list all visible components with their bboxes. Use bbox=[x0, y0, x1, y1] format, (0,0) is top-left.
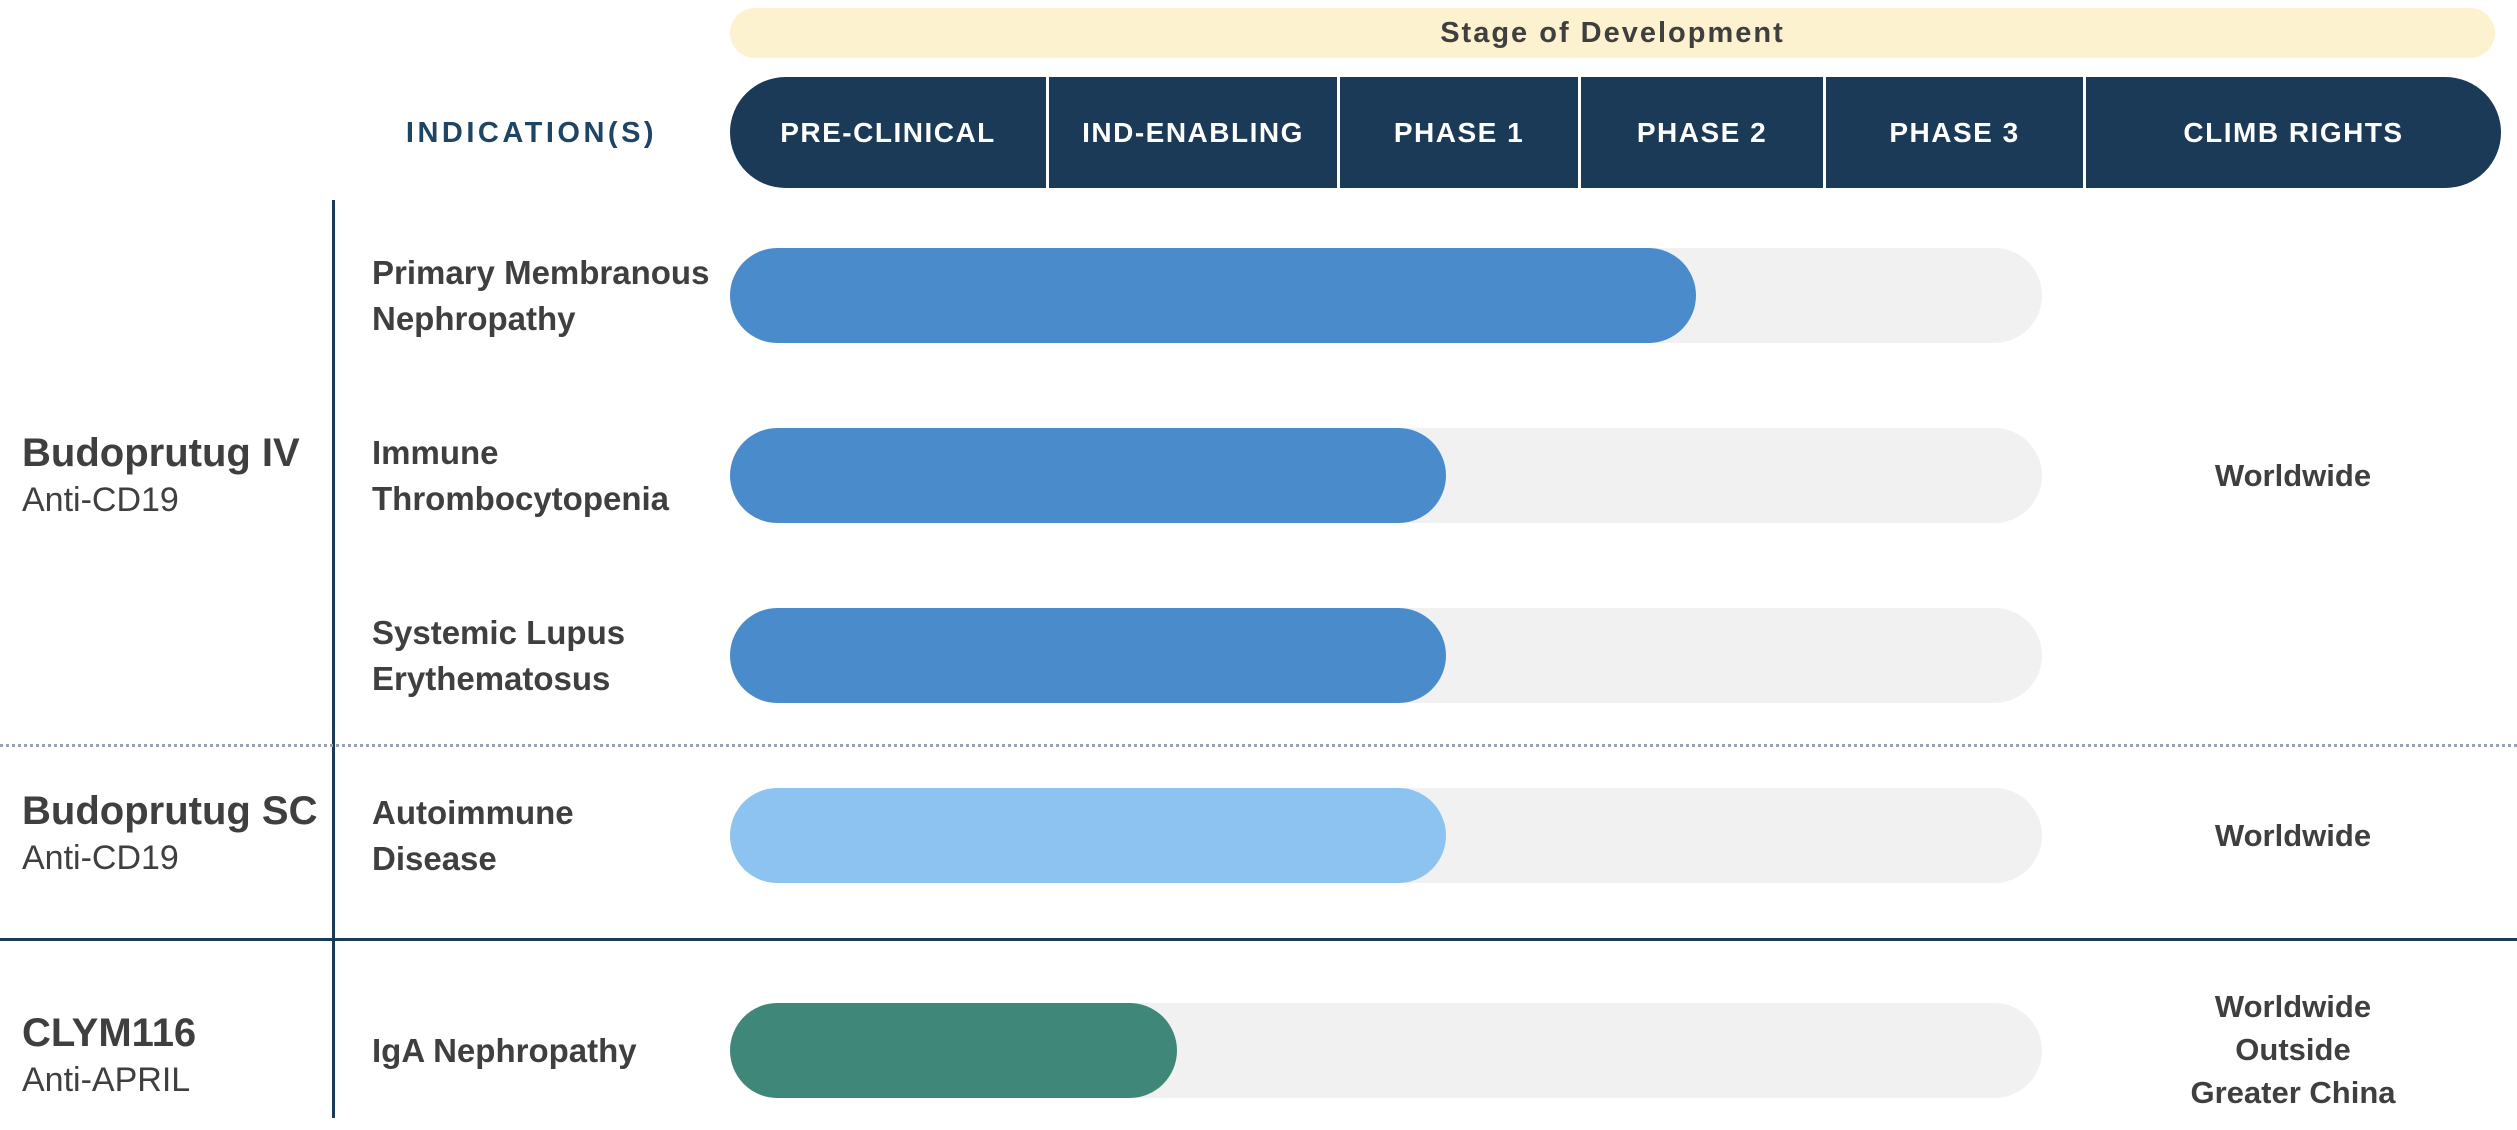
progress-track bbox=[730, 248, 2042, 343]
indications-column-heading: INDICATION(S) bbox=[405, 116, 658, 149]
progress-bar-immune-thrombocytopenia bbox=[730, 428, 1447, 523]
progress-bar-iga-nephropathy bbox=[730, 1003, 1178, 1098]
stage-header-row: PRE-CLINICAL IND-ENABLING PHASE 1 PHASE … bbox=[730, 77, 2501, 188]
climb-rights-budoprutug-iv: Worldwide bbox=[2083, 428, 2503, 523]
rights-line: Worldwide bbox=[2214, 458, 2372, 493]
progress-track bbox=[730, 428, 2042, 523]
progress-bar-autoimmune-disease bbox=[730, 788, 1447, 883]
stage-column-climb-rights: CLIMB RIGHTS bbox=[2083, 77, 2501, 188]
rights-line: Worldwide bbox=[2214, 989, 2372, 1024]
stage-column-phase-2: PHASE 2 bbox=[1578, 77, 1823, 188]
rights-line: Greater China bbox=[2190, 1075, 2396, 1110]
program-name: Budoprutug IV bbox=[22, 431, 300, 475]
stage-column-phase-1: PHASE 1 bbox=[1337, 77, 1578, 188]
progress-track bbox=[730, 1003, 2042, 1098]
progress-track bbox=[730, 788, 2042, 883]
vertical-divider bbox=[332, 200, 335, 1118]
dotted-section-divider bbox=[0, 744, 2517, 747]
stage-column-pre-clinical: PRE-CLINICAL bbox=[730, 77, 1046, 188]
program-name: CLYM116 bbox=[22, 1011, 197, 1055]
program-name: Budoprutug SC bbox=[22, 789, 318, 833]
program-budoprutug-sc: Budoprutug SC Anti-CD19 bbox=[22, 786, 327, 880]
indication-line: Erythematosus bbox=[372, 659, 611, 697]
indication-systemic-lupus-erythematosus: Systemic Lupus Erythematosus bbox=[372, 608, 712, 703]
indication-line: Nephropathy bbox=[372, 299, 576, 337]
progress-bar-primary-membranous-nephropathy bbox=[730, 248, 1696, 343]
indication-line: Autoimmune bbox=[372, 793, 574, 831]
climb-rights-budoprutug-sc: Worldwide bbox=[2083, 788, 2503, 883]
climb-rights-clym116: Worldwide Outside Greater China bbox=[2083, 982, 2503, 1117]
indication-line: Thrombocytopenia bbox=[372, 479, 670, 517]
indication-primary-membranous-nephropathy: Primary Membranous Nephropathy bbox=[372, 248, 712, 343]
program-clym116: CLYM116 Anti-APRIL bbox=[22, 1008, 327, 1102]
indication-autoimmune-disease: Autoimmune Disease bbox=[372, 788, 712, 883]
indication-line: Systemic Lupus bbox=[372, 613, 626, 651]
indication-line: Disease bbox=[372, 839, 497, 877]
rights-line: Outside bbox=[2235, 1032, 2351, 1067]
indication-line: Primary Membranous bbox=[372, 253, 710, 291]
program-mechanism: Anti-CD19 bbox=[22, 481, 179, 519]
stage-column-phase-3: PHASE 3 bbox=[1823, 77, 2083, 188]
program-mechanism: Anti-CD19 bbox=[22, 839, 179, 877]
solid-section-divider bbox=[0, 938, 2517, 941]
indication-line: IgA Nephropathy bbox=[372, 1031, 637, 1069]
indication-iga-nephropathy: IgA Nephropathy bbox=[372, 1003, 712, 1098]
program-mechanism: Anti-APRIL bbox=[22, 1061, 191, 1099]
program-budoprutug-iv: Budoprutug IV Anti-CD19 bbox=[22, 428, 327, 522]
rights-line: Worldwide bbox=[2214, 818, 2372, 853]
stage-column-ind-enabling: IND-ENABLING bbox=[1046, 77, 1337, 188]
indication-line: Immune bbox=[372, 433, 499, 471]
stage-of-development-banner: Stage of Development bbox=[730, 8, 2495, 58]
progress-bar-systemic-lupus-erythematosus bbox=[730, 608, 1447, 703]
progress-track bbox=[730, 608, 2042, 703]
indication-immune-thrombocytopenia: Immune Thrombocytopenia bbox=[372, 428, 712, 523]
stage-of-development-title: Stage of Development bbox=[1440, 16, 1785, 49]
